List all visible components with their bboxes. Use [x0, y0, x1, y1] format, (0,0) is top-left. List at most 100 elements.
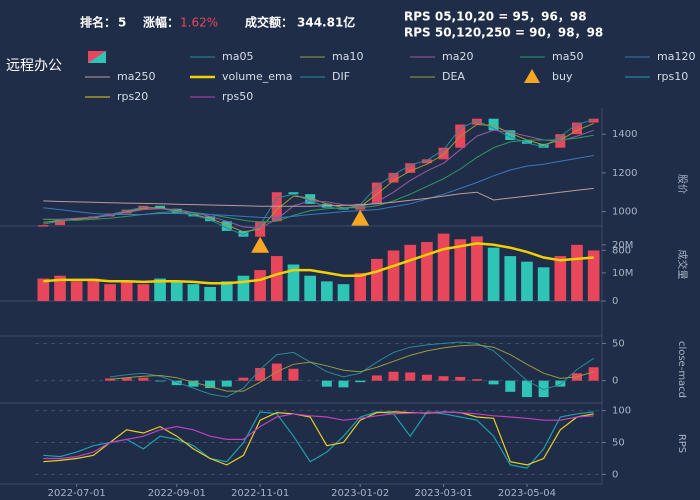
volume-bar: [204, 286, 216, 301]
buy-marker: [251, 236, 270, 253]
candle: [221, 221, 232, 231]
macd-bar: [521, 380, 532, 398]
macd-bar: [121, 377, 132, 381]
candle: [371, 182, 382, 204]
series-line: [109, 341, 594, 398]
macd-bar: [155, 380, 166, 382]
y-axis-label: close-macd: [676, 341, 687, 398]
y-tick-label: 50: [612, 438, 625, 449]
volume-bar: [554, 256, 567, 301]
legend-label: ma50: [552, 50, 583, 63]
volume-bar: [387, 250, 400, 301]
candle-icon: [88, 51, 106, 63]
macd-bar: [288, 368, 299, 381]
macd-bar: [355, 380, 366, 383]
amount-label: 成交额：: [245, 15, 293, 30]
change-label: 涨幅：: [143, 15, 179, 30]
macd-bar: [455, 376, 466, 381]
candle: [238, 230, 249, 237]
legend-label: rps20: [117, 90, 148, 103]
volume-bar: [487, 247, 500, 301]
legend-label: ma120: [657, 50, 695, 63]
series-line: [43, 187, 594, 207]
volume-bar: [137, 284, 150, 301]
series-line: [43, 242, 594, 285]
series-line: [43, 119, 594, 236]
y-tick-label: 800: [612, 245, 631, 256]
series-line: [109, 344, 594, 392]
series-line: [43, 411, 594, 460]
volume-bar: [120, 281, 133, 301]
legend-label: ma05: [222, 50, 253, 63]
y-axis-label: RPS: [676, 434, 687, 453]
volume-bar: [504, 256, 517, 301]
candle: [421, 159, 432, 164]
macd-bar: [538, 380, 549, 398]
volume-bar: [154, 278, 166, 301]
macd-bar: [255, 368, 266, 381]
chart-title: 远程办公: [6, 58, 62, 74]
volume-bar: [354, 272, 367, 301]
macd-bar: [205, 380, 216, 389]
volume-bar: [404, 244, 417, 301]
candle: [505, 130, 516, 140]
series-line: [43, 411, 594, 466]
volume-bar: [371, 258, 383, 301]
volume-bar: [421, 242, 433, 301]
change: 1.62%: [180, 16, 218, 30]
legend-label: ma250: [117, 70, 155, 83]
volume-bar: [321, 281, 333, 301]
volume-bar: [471, 236, 483, 301]
candle: [588, 118, 599, 123]
x-tick-label: 2022-11-01: [231, 488, 289, 499]
candle: [55, 220, 66, 226]
volume-bar: [54, 275, 66, 301]
series-line: [43, 134, 594, 223]
candle: [488, 118, 499, 131]
volume-bar: [237, 275, 250, 301]
candle: [388, 172, 399, 183]
volume-bar: [187, 284, 200, 301]
volume-bar: [537, 267, 550, 301]
series-line: [43, 129, 594, 229]
legend-label: DEA: [442, 70, 465, 83]
legend-label: ma10: [332, 50, 363, 63]
y-tick-label: 0: [612, 296, 618, 307]
macd-bar: [171, 380, 182, 386]
x-tick-label: 2023-01-02: [331, 488, 389, 499]
legend-label: rps10: [657, 70, 688, 83]
macd-bar: [221, 380, 232, 387]
macd-bar: [488, 380, 499, 385]
volume-bar: [304, 275, 316, 301]
volume-bar: [254, 270, 266, 301]
volume-bar: [220, 281, 233, 301]
candle: [38, 225, 49, 227]
x-tick-label: 2022-09-01: [148, 488, 206, 499]
candle: [538, 143, 549, 148]
volume-bar: [571, 244, 583, 301]
rps-long: RPS 50,120,250 = 90，98，98: [404, 26, 603, 40]
volume-bar: [87, 278, 100, 301]
volume-bar: [454, 239, 467, 301]
legend-label: volume_ema: [222, 70, 292, 83]
macd-bar: [588, 367, 599, 381]
legend-label: rps50: [222, 90, 253, 103]
volume-bar: [337, 284, 350, 301]
rank-label: 排名：: [80, 15, 116, 30]
x-tick-label: 2023-03-01: [415, 488, 473, 499]
candle: [405, 163, 416, 173]
volume-bar: [70, 281, 83, 301]
candle: [521, 139, 532, 144]
volume-bar: [270, 256, 283, 301]
macd-bar: [188, 380, 199, 387]
y-tick-label: 50: [612, 338, 625, 349]
volume-bar: [437, 233, 450, 301]
x-tick-label: 2022-07-01: [48, 488, 106, 499]
amount: 344.81亿: [297, 15, 355, 30]
candle: [305, 194, 316, 204]
series-line: [43, 155, 594, 219]
volume-bar: [287, 264, 300, 301]
macd-bar: [338, 380, 349, 388]
macd-bar: [238, 377, 249, 381]
